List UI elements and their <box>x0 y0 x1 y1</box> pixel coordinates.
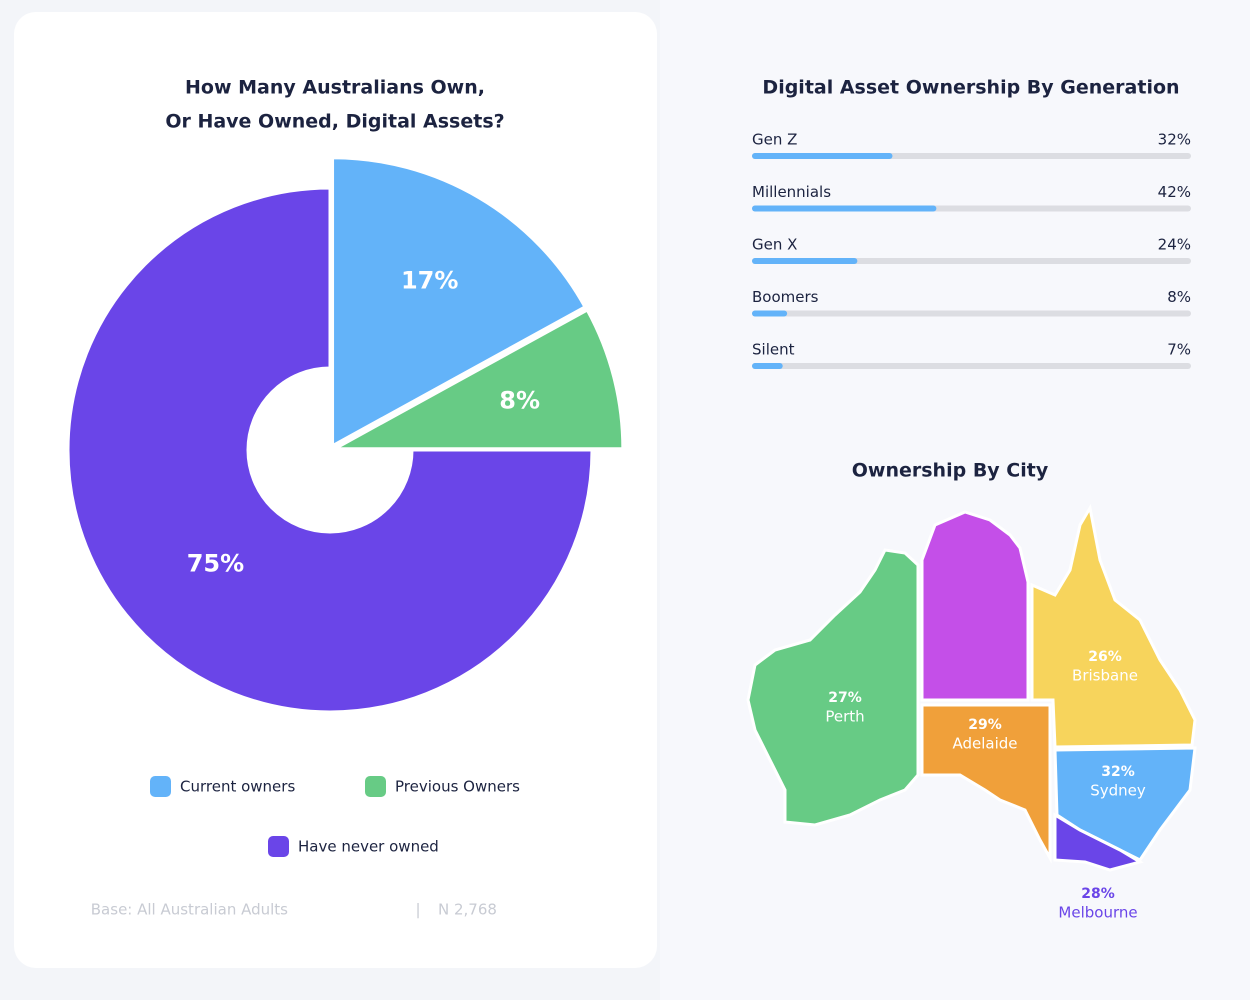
slice-label: 8% <box>499 386 540 414</box>
bar-title: Digital Asset Ownership By Generation <box>762 77 1179 99</box>
map-title: Ownership By City <box>852 460 1049 482</box>
region-name: Perth <box>825 708 864 726</box>
region-value: 32% <box>1101 764 1135 780</box>
pie-slice <box>331 156 587 449</box>
map-region <box>920 510 1030 702</box>
bar-label: Gen Z <box>752 131 797 149</box>
bar-track <box>752 310 1191 317</box>
slice-label: 17% <box>401 266 458 294</box>
region-name: Melbourne <box>1058 904 1137 922</box>
bar-track <box>752 258 1191 264</box>
pie-title: How Many Australians Own, <box>185 77 485 99</box>
legend-swatch <box>150 776 171 797</box>
bar-label: Gen X <box>752 236 797 254</box>
bar <box>752 153 893 159</box>
region-name: Sydney <box>1090 782 1146 800</box>
pie-title: Or Have Owned, Digital Assets? <box>165 111 504 133</box>
map-region <box>920 703 1052 864</box>
bar-label: Silent <box>752 341 795 359</box>
bar <box>752 205 937 212</box>
bar-value: 42% <box>1158 183 1191 201</box>
pie-slice <box>334 307 625 451</box>
region-value: 26% <box>1088 649 1122 665</box>
bar-label: Boomers <box>752 288 819 306</box>
region-name: Brisbane <box>1072 667 1138 685</box>
region-value: 27% <box>828 690 862 706</box>
pie-slice <box>66 186 594 714</box>
legend-label: Previous Owners <box>395 778 520 796</box>
footnote: N 2,768 <box>438 901 497 919</box>
region-name: Adelaide <box>952 735 1017 753</box>
bar-value: 32% <box>1158 131 1191 149</box>
bar <box>752 363 783 369</box>
footnote: Base: All Australian Adults <box>91 901 288 919</box>
right-panel <box>660 0 1250 1000</box>
map-region <box>746 548 920 827</box>
bar-value: 24% <box>1158 236 1191 254</box>
slice-label: 75% <box>187 550 244 578</box>
map-region <box>1030 503 1197 749</box>
legend-swatch <box>365 776 386 797</box>
bar <box>752 310 788 317</box>
bar-track <box>752 363 1191 369</box>
legend-swatch <box>268 836 289 857</box>
legend-label: Have never owned <box>298 838 439 856</box>
bar <box>752 258 858 264</box>
bar-value: 7% <box>1167 341 1191 359</box>
bar-value: 8% <box>1167 288 1191 306</box>
region-value: 28% <box>1081 886 1115 902</box>
bar-label: Millennials <box>752 183 831 201</box>
separator: | <box>415 901 420 919</box>
map-region <box>1053 812 1144 872</box>
legend-label: Current owners <box>180 778 295 796</box>
region-value: 29% <box>968 717 1002 733</box>
